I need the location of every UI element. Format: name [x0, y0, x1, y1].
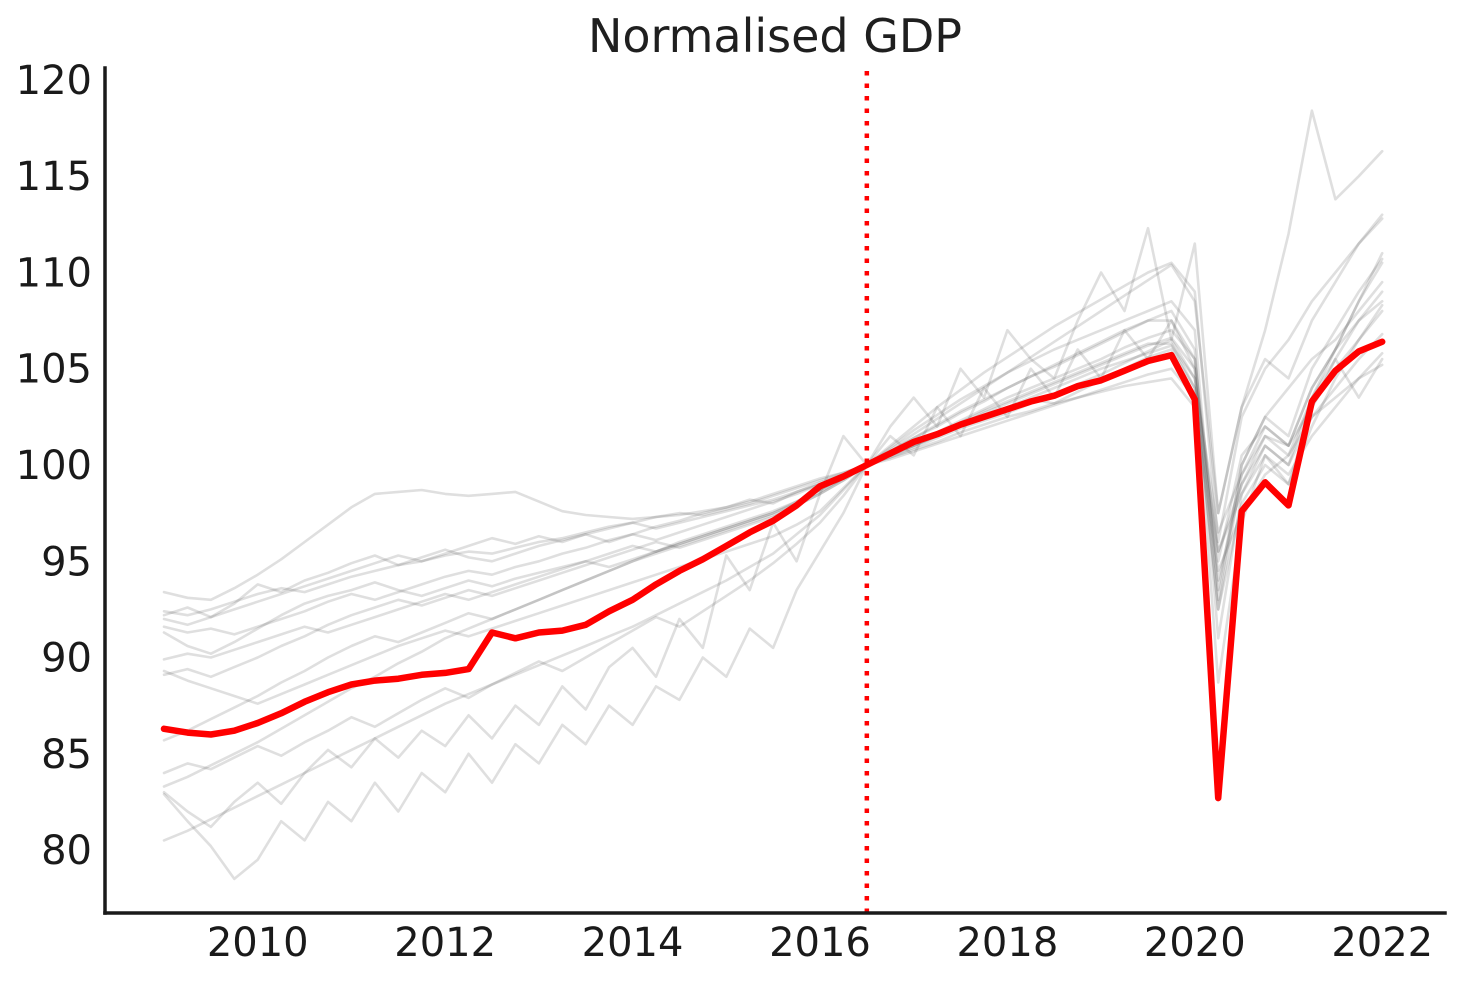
background-series-line: [162, 319, 1384, 881]
x-tick-label: 2010: [207, 920, 309, 966]
background-series-line: [162, 280, 1384, 842]
background-series-line: [162, 309, 1384, 636]
background-series-line: [162, 257, 1384, 742]
background-series-line: [162, 290, 1384, 661]
y-tick-label: 115: [16, 154, 92, 200]
x-tick-label: 2020: [1144, 920, 1246, 966]
y-tick-label: 100: [16, 443, 92, 489]
background-series-line: [162, 351, 1384, 627]
x-tick-label: 2016: [769, 920, 871, 966]
highlight-series-line: [160, 338, 1386, 802]
x-tick-label: 2012: [394, 920, 496, 966]
background-series-line: [162, 217, 1384, 775]
y-tick-label: 105: [16, 347, 92, 393]
y-tick-label: 95: [41, 539, 92, 585]
background-series-line: [162, 261, 1384, 617]
background-series-line: [162, 303, 1384, 619]
y-tick-label: 110: [16, 250, 92, 296]
chart-title: Normalised GDP: [587, 9, 963, 63]
background-series-line: [162, 363, 1384, 602]
y-tick-label: 90: [41, 636, 92, 682]
background-series-line: [162, 251, 1384, 656]
x-tick-label: 2018: [956, 920, 1058, 966]
y-tick-label: 120: [16, 58, 92, 104]
x-tick-label: 2022: [1331, 920, 1433, 966]
background-series-line: [162, 332, 1384, 706]
y-tick-label: 80: [41, 828, 92, 874]
y-tick-label: 85: [41, 732, 92, 778]
x-tick-label: 2014: [582, 920, 684, 966]
